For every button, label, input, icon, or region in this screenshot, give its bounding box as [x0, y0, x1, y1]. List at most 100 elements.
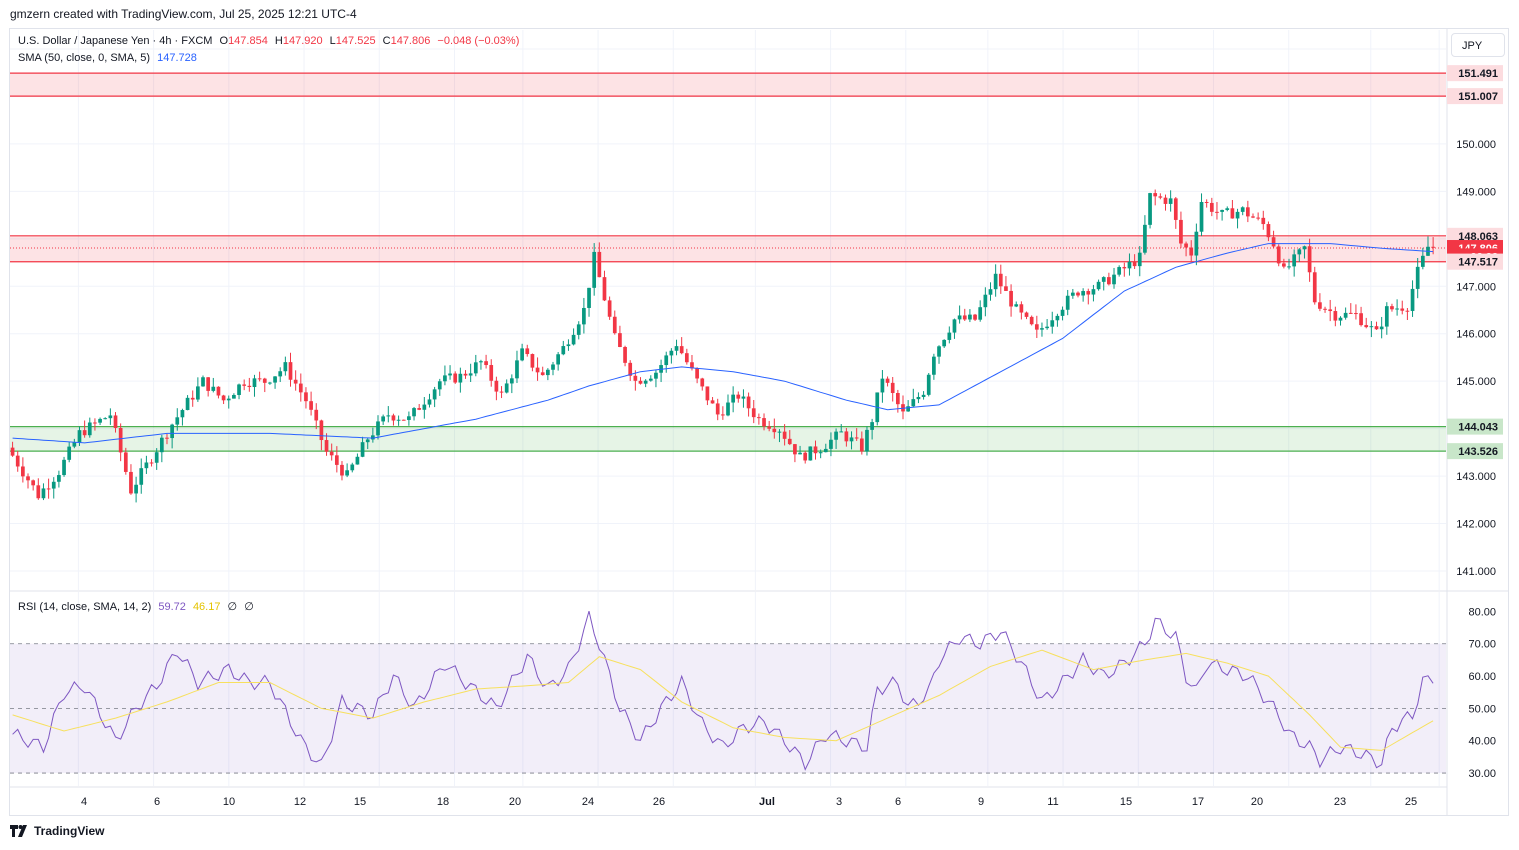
price-tick-label: 149.000	[1456, 186, 1496, 198]
rsi-band-fill	[10, 643, 1446, 774]
candle-body	[334, 455, 339, 465]
ohlc-low: L147.525	[329, 35, 376, 47]
candle-body	[1390, 306, 1394, 310]
candle-body	[139, 468, 144, 485]
candle-body	[170, 424, 174, 439]
rsi-label[interactable]: RSI (14, close, SMA, 14, 2)	[18, 601, 152, 613]
candle-body	[355, 456, 360, 465]
candle-body	[571, 334, 576, 345]
candle-body	[1034, 324, 1039, 330]
symbol-title[interactable]: U.S. Dollar / Japanese Yen · 4h · FXCM	[18, 35, 213, 47]
candle-body	[484, 361, 488, 366]
candle-body	[1101, 277, 1106, 282]
candle-body	[237, 384, 241, 395]
candle-body	[643, 380, 648, 384]
candle-body	[551, 364, 555, 370]
candle-body	[1055, 315, 1060, 321]
time-tick-label: 23	[1334, 796, 1346, 808]
candle-body	[211, 386, 216, 391]
candle-body	[216, 386, 221, 396]
ohlc-close: C147.806	[382, 35, 431, 47]
candle-body	[1132, 261, 1137, 267]
time-tick-label: 11	[1047, 796, 1058, 808]
candles	[10, 189, 1435, 503]
candle-body	[1302, 246, 1307, 250]
candle-body	[1137, 252, 1142, 267]
candle-body	[1230, 208, 1235, 219]
chart-frame	[9, 28, 1509, 816]
candle-body	[834, 431, 838, 440]
candle-body	[453, 373, 458, 383]
candle-body	[998, 273, 1003, 287]
candle-body	[443, 375, 447, 382]
candle-body	[1184, 243, 1188, 248]
candle-body	[561, 346, 566, 355]
candle-body	[1312, 272, 1317, 303]
rsi-extra-1: ∅	[227, 601, 238, 613]
candle-body	[926, 374, 931, 395]
price-tick-label: 147.000	[1456, 281, 1496, 293]
price-tag-res: 148.063	[1447, 227, 1503, 244]
candle-body	[870, 422, 874, 430]
candle-body	[1189, 247, 1194, 256]
candle-body	[710, 400, 715, 404]
time-tick-label: 15	[1120, 796, 1132, 808]
candle-body	[1323, 308, 1327, 310]
candle-body	[751, 408, 756, 418]
candle-body	[1076, 292, 1080, 296]
candle-body	[684, 353, 689, 363]
candle-body	[1091, 289, 1096, 295]
candle-body	[381, 416, 386, 422]
candle-body	[401, 419, 406, 421]
candle-body	[437, 381, 442, 390]
candle-body	[937, 346, 941, 357]
sma-legend: SMA (50, close, 0, SMA, 5) 147.728	[18, 52, 201, 64]
price-tag-fill	[1447, 88, 1503, 105]
candle-body	[1240, 207, 1245, 212]
rsi-tick-label: 70.00	[1468, 639, 1496, 651]
candle-body	[823, 448, 828, 453]
candle-body	[108, 415, 113, 419]
sma-line	[12, 243, 1434, 444]
currency-selector[interactable]: JPY	[1451, 33, 1505, 57]
candle-body	[1004, 286, 1008, 291]
price-tag-label: 148.063	[1458, 231, 1498, 243]
candle-body	[103, 418, 108, 420]
time-tick-label: 26	[653, 796, 665, 808]
candle-body	[252, 378, 257, 388]
candle-body	[890, 382, 895, 394]
time-tick-label: 20	[509, 796, 521, 808]
candle-body	[1112, 274, 1116, 285]
time-tick-label: 17	[1192, 796, 1204, 808]
candle-body	[535, 367, 540, 373]
rsi-band	[10, 643, 1446, 774]
candle-body	[705, 386, 710, 401]
candle-body	[844, 431, 849, 442]
candle-body	[695, 368, 699, 379]
rsi-value: 59.72	[158, 601, 186, 613]
candle-body	[87, 422, 92, 436]
candle-body	[159, 437, 164, 453]
candle-body	[304, 392, 308, 402]
candle-body	[803, 452, 808, 461]
candle-body	[298, 383, 303, 393]
candle-body	[957, 315, 962, 320]
candle-body	[1065, 295, 1070, 310]
candle-body	[72, 442, 77, 447]
candle-body	[587, 287, 591, 308]
price-tag-label: 143.526	[1458, 446, 1498, 458]
time-tick-label: 24	[582, 796, 594, 808]
candle-body	[93, 422, 97, 424]
candle-body	[1333, 311, 1338, 321]
sma-label[interactable]: SMA (50, close, 0, SMA, 5)	[18, 52, 151, 64]
candle-body	[854, 437, 859, 439]
candle-body	[607, 300, 612, 317]
price-tag-label: 147.517	[1458, 257, 1498, 269]
candle-body	[746, 396, 751, 409]
price-tag-label: 151.007	[1458, 91, 1498, 103]
candle-body	[1266, 224, 1271, 238]
candle-body	[154, 452, 159, 463]
candle-body	[288, 362, 293, 380]
candle-body	[1070, 292, 1075, 296]
